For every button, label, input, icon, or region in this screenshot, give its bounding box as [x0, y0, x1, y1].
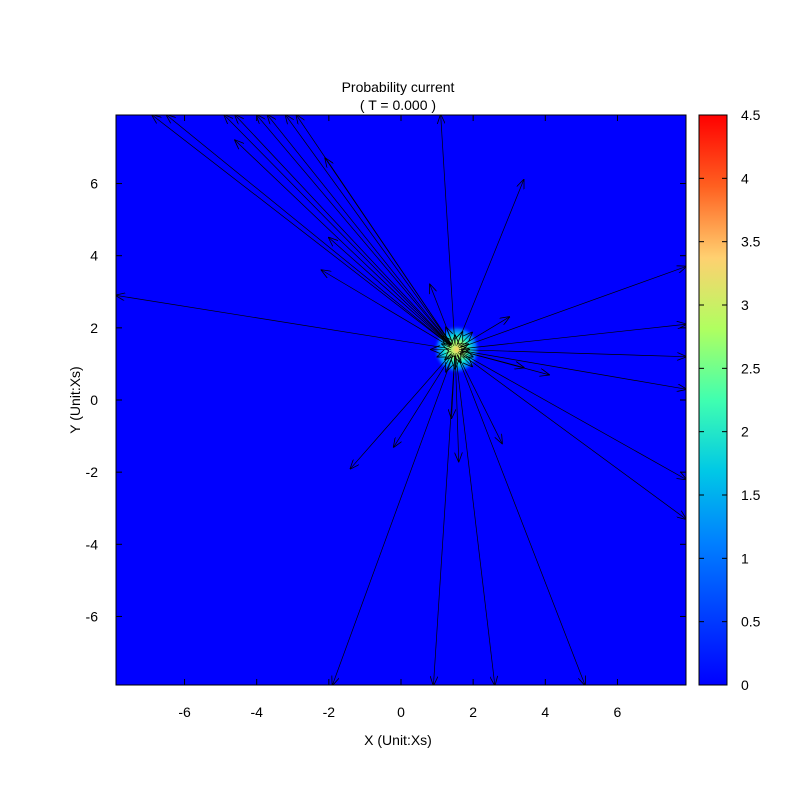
current-arrow: [394, 354, 453, 447]
y-tick-label: 4: [90, 248, 98, 264]
colorbar-ticks: 0 0.5 1 1.5 2 2.5 3 3.5 4 4.5: [699, 107, 761, 693]
current-arrow-short: [442, 336, 453, 347]
current-arrow: [460, 267, 686, 348]
current-arrow: [224, 115, 452, 346]
colorbar-tick-label: 4.5: [741, 107, 761, 123]
y-tick-label: 0: [90, 392, 98, 408]
y-tick-label: -2: [86, 464, 99, 480]
current-arrow: [441, 115, 456, 344]
current-arrow-short: [457, 332, 463, 346]
y-axis: -6 -4 -2 0 2 4 6: [86, 176, 686, 624]
current-arrow-short: [438, 351, 452, 357]
x-tick-label: 4: [541, 704, 549, 720]
current-arrow: [116, 295, 450, 349]
x-tick-label: 0: [397, 704, 405, 720]
x-axis: -6 -4 -2 0 2 4 6: [178, 115, 622, 720]
colorbar-gradient: [699, 115, 727, 685]
current-arrow: [235, 140, 452, 346]
current-arrow: [457, 180, 523, 345]
x-tick-label: 2: [469, 704, 477, 720]
current-arrow: [167, 115, 451, 346]
y-tick-label: 6: [90, 176, 98, 192]
colorbar-tick-label: 2.5: [741, 360, 761, 376]
quiver-layer: [116, 115, 686, 685]
current-arrow: [325, 158, 453, 345]
chart-subtitle: ( T = 0.000 ): [360, 97, 436, 113]
current-arrow: [455, 355, 495, 685]
colorbar-tick-label: 0: [741, 677, 749, 693]
current-arrow: [268, 115, 452, 346]
y-tick-label: -4: [86, 536, 99, 552]
colorbar-tick-label: 4: [741, 170, 749, 186]
current-arrow-short: [445, 352, 452, 359]
x-tick-label: -6: [178, 704, 191, 720]
current-arrow: [286, 115, 452, 345]
colorbar-tick-label: 3.5: [741, 234, 761, 250]
chart-title: Probability current: [342, 79, 455, 95]
current-arrow: [460, 350, 549, 375]
current-arrow: [350, 353, 452, 469]
current-arrow: [461, 349, 686, 357]
current-arrow-short: [458, 351, 473, 357]
current-arrow: [456, 354, 585, 685]
colorbar-frame: [698, 114, 728, 686]
x-tick-label: 6: [614, 704, 622, 720]
colorbar-tick-label: 1: [741, 550, 749, 566]
current-arrow-short: [457, 353, 461, 362]
current-arrow: [329, 238, 451, 346]
x-tick-label: -4: [250, 704, 263, 720]
current-arrow: [322, 270, 451, 347]
current-arrow: [455, 355, 458, 461]
y-tick-label: 2: [90, 320, 98, 336]
current-arrow: [459, 352, 686, 519]
heatmap-background: [116, 115, 686, 685]
current-arrow: [460, 352, 686, 479]
y-axis-label: Y (Unit:Xs): [67, 366, 83, 433]
current-arrow: [433, 355, 456, 685]
current-arrow: [152, 115, 451, 347]
colorbar-tick-label: 2: [741, 424, 749, 440]
current-arrow: [332, 355, 454, 685]
current-arrow-short: [459, 344, 468, 348]
current-arrow: [461, 324, 686, 350]
x-tick-label: -2: [323, 704, 336, 720]
colorbar: 0 0.5 1 1.5 2 2.5 3 3.5 4 4.5: [698, 107, 761, 693]
y-tick-label: -6: [86, 608, 99, 624]
colorbar-tick-label: 1.5: [741, 487, 761, 503]
x-axis-label: X (Unit:Xs): [364, 732, 432, 748]
current-arrow: [235, 115, 452, 346]
current-arrow: [457, 354, 502, 443]
colorbar-tick-label: 0.5: [741, 614, 761, 630]
plot-area: [115, 114, 687, 686]
colorbar-tick-label: 3: [741, 297, 749, 313]
current-arrow: [460, 350, 686, 390]
current-arrow: [257, 115, 452, 346]
